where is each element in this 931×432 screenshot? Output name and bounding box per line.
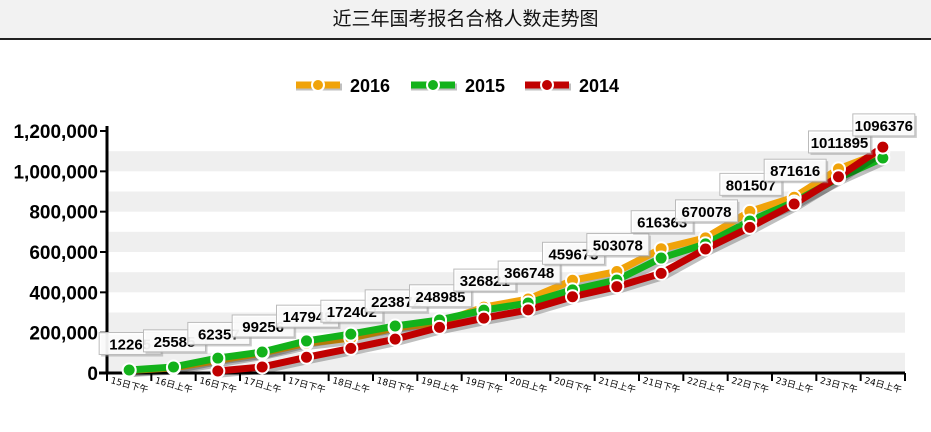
data-label-text: 801507: [726, 177, 776, 194]
data-point-2014: [387, 331, 403, 347]
data-point-2014: [875, 139, 891, 155]
data-label-text: 326821: [460, 273, 510, 290]
series-line-2014: [217, 144, 885, 375]
legend-label-2014: 2014: [579, 76, 619, 96]
data-label-text: 503078: [593, 238, 643, 255]
data-point-2014: [210, 363, 226, 379]
x-tick-label: 22日下午: [730, 374, 770, 396]
legend-label-2015: 2015: [465, 76, 505, 96]
data-label: 670078: [675, 199, 740, 224]
x-tick-label: 18日下午: [375, 374, 415, 396]
data-point-2014: [831, 169, 846, 185]
data-label-text: 147948: [282, 309, 332, 326]
data-label-text: 25585: [154, 334, 196, 351]
data-point-2014: [254, 359, 270, 375]
y-tick-label: 600,000: [29, 243, 98, 264]
data-label-text: 248985: [415, 289, 465, 306]
data-point-2014: [653, 265, 669, 281]
y-tick-label: 0: [87, 364, 98, 385]
legend-label-2016: 2016: [350, 76, 390, 96]
data-point-2014: [343, 340, 359, 356]
series-shadow: [220, 147, 888, 378]
data-label: 871616: [763, 158, 829, 184]
x-tick-label: 23日下午: [819, 374, 859, 396]
data-point-2015: [387, 318, 403, 334]
data-label-box: [675, 199, 738, 223]
data-label: 616363: [630, 210, 696, 235]
legend-marker-2016: [311, 78, 325, 92]
y-tick-label: 1,200,000: [13, 122, 98, 143]
data-label-text: 366748: [504, 265, 554, 282]
data-point-2015: [166, 359, 181, 375]
legend-marker-2015: [426, 78, 440, 92]
grid-band: [107, 231, 905, 252]
data-point-2014: [520, 302, 536, 318]
x-tick-label: 19日下午: [464, 374, 504, 396]
data-label: 1011895: [808, 130, 873, 155]
x-tick-label: 16日上午: [154, 374, 194, 396]
x-tick-label: 18日上午: [331, 374, 371, 396]
data-point-2014: [299, 349, 314, 365]
x-tick-label: 24日上午: [863, 374, 903, 396]
x-tick-label: 21日上午: [597, 374, 637, 396]
data-point-2014: [565, 289, 580, 305]
data-label-text: 1096376: [855, 118, 913, 135]
data-label-box: [852, 113, 916, 137]
data-point-2014: [432, 319, 447, 335]
chart-title: 近三年国考报名合格人数走势图: [0, 0, 931, 40]
data-label-text: 871616: [770, 163, 820, 180]
data-label: 1096376: [852, 113, 917, 138]
x-tick-label: 23日上午: [774, 374, 814, 396]
data-label: 366748: [497, 260, 563, 286]
legend-marker-2014: [540, 78, 554, 92]
x-tick-label: 22日上午: [686, 374, 726, 396]
data-label: 503078: [586, 233, 651, 258]
y-tick-label: 400,000: [29, 283, 98, 304]
data-point-2015: [210, 350, 226, 366]
data-point-2014: [786, 196, 802, 212]
data-point-2015: [121, 362, 137, 378]
y-tick-label: 1,000,000: [13, 162, 98, 183]
data-label-text: 223872: [371, 294, 421, 311]
data-label-text: 459673: [548, 246, 598, 263]
y-tick-label: 800,000: [29, 203, 98, 224]
y-tick-label: 200,000: [29, 324, 98, 345]
data-label-text: 62357: [198, 326, 240, 343]
data-label-box: [586, 233, 650, 257]
data-label-text: 670078: [681, 204, 731, 221]
x-tick-label: 20日下午: [553, 374, 593, 396]
x-tick-label: 21日下午: [641, 374, 681, 396]
data-label-text: 172402: [327, 304, 377, 321]
data-point-2015: [343, 326, 359, 342]
data-label-text: 12265: [109, 337, 151, 354]
data-point-2015: [254, 344, 270, 360]
data-label-text: 616363: [637, 215, 687, 232]
x-tick-label: 17日上午: [242, 374, 282, 396]
x-tick-label: 20日上午: [508, 374, 548, 396]
data-point-2014: [698, 241, 713, 257]
data-label-text: 1011895: [811, 135, 869, 152]
data-point-2014: [742, 219, 758, 235]
data-label-box: [763, 158, 827, 182]
data-point-2015: [299, 333, 314, 349]
data-point-2014: [609, 279, 625, 295]
x-tick-label: 19日上午: [420, 374, 460, 396]
grid-band: [107, 151, 905, 172]
data-point-2014: [476, 310, 492, 326]
data-label-box: [497, 260, 561, 284]
x-tick-label: 17日下午: [287, 374, 327, 396]
data-point-2015: [653, 250, 669, 266]
data-label-text: 99256: [242, 319, 284, 336]
